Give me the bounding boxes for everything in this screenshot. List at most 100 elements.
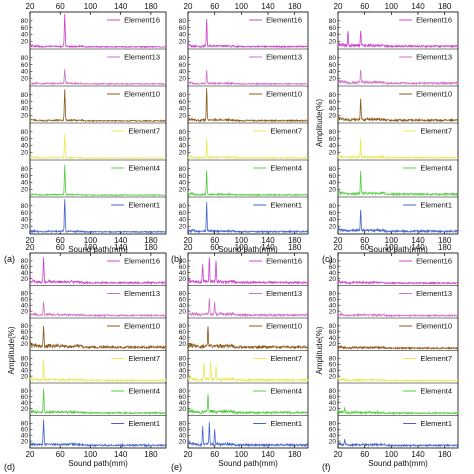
y-tick-label: 20 xyxy=(179,341,187,348)
y-tick-label: 20 xyxy=(21,438,29,445)
legend-label: Element13 xyxy=(266,53,302,62)
x-tick-label-top: 20 xyxy=(184,243,193,252)
y-tick-label: 20 xyxy=(21,276,29,283)
x-tick-label-bottom: 140 xyxy=(261,450,275,459)
y-tick-label: 80 xyxy=(179,55,187,62)
y-tick-label: 60 xyxy=(21,136,29,143)
y-tick-label: 60 xyxy=(179,394,187,401)
x-tick-label-bottom: 20 xyxy=(26,236,35,245)
legend-label: Element13 xyxy=(266,289,302,298)
y-tick-label: 80 xyxy=(179,129,187,136)
y-tick-label: 60 xyxy=(21,25,29,32)
x-tick-label-bottom: 100 xyxy=(235,450,249,459)
x-tick-label-top: 100 xyxy=(84,243,98,252)
legend-label: Element16 xyxy=(124,16,160,25)
y-tick-label: 80 xyxy=(329,203,337,210)
y-tick-label: 40 xyxy=(179,180,187,187)
x-tick-label-top: 20 xyxy=(184,2,193,11)
series-line xyxy=(187,361,309,383)
y-tick-label: 40 xyxy=(179,400,187,407)
y-tick-label: 60 xyxy=(179,173,187,180)
y-tick-label: 40 xyxy=(179,302,187,309)
y-tick-label: 60 xyxy=(329,210,337,217)
x-tick-label-top: 140 xyxy=(261,2,275,11)
series-line xyxy=(29,89,167,123)
x-tick-label-top: 60 xyxy=(360,243,369,252)
y-tick-label: 40 xyxy=(179,367,187,374)
legend-label: Element16 xyxy=(266,257,302,266)
y-tick-label: 20 xyxy=(179,276,187,283)
y-tick-label: 60 xyxy=(21,427,29,434)
y-tick-label: 20 xyxy=(179,406,187,413)
y-tick-label: 40 xyxy=(329,270,337,277)
y-tick-label: 60 xyxy=(179,136,187,143)
y-tick-label: 20 xyxy=(21,75,29,82)
series-line xyxy=(187,70,309,86)
y-tick-label: 20 xyxy=(179,149,187,156)
y-tick-label: 20 xyxy=(179,223,187,230)
series-line xyxy=(187,393,309,415)
y-tick-label: 80 xyxy=(329,166,337,173)
y-tick-label: 60 xyxy=(21,362,29,369)
series-line xyxy=(337,279,459,286)
legend-label: Element7 xyxy=(270,127,302,136)
y-tick-label: 40 xyxy=(329,217,337,224)
y-tick-label: 20 xyxy=(329,308,337,315)
y-tick-label: 60 xyxy=(21,173,29,180)
y-tick-label: 40 xyxy=(21,432,29,439)
legend-label: Element4 xyxy=(420,387,452,396)
y-tick-label: 80 xyxy=(329,92,337,99)
legend-label: Element1 xyxy=(420,201,452,210)
y-tick-label: 20 xyxy=(179,186,187,193)
legend-label: Element4 xyxy=(420,164,452,173)
series-line xyxy=(29,199,167,234)
series-line xyxy=(337,98,459,123)
x-tick-label-top: 100 xyxy=(235,243,249,252)
y-tick-label: 80 xyxy=(21,203,29,210)
legend-label: Element16 xyxy=(266,16,302,25)
y-tick-label: 20 xyxy=(329,186,337,193)
x-tick-label-top: 20 xyxy=(334,243,343,252)
y-tick-label: 80 xyxy=(329,129,337,136)
y-tick-label: 80 xyxy=(21,129,29,136)
series-line xyxy=(29,257,167,286)
x-tick-label-bottom: 140 xyxy=(114,236,128,245)
x-tick-label-bottom: 180 xyxy=(438,236,452,245)
series-line xyxy=(187,202,309,234)
panel-label: (f) xyxy=(322,462,331,472)
series-line xyxy=(29,359,167,383)
y-tick-label: 20 xyxy=(329,112,337,119)
y-tick-label: 80 xyxy=(329,323,337,330)
y-tick-label: 40 xyxy=(179,270,187,277)
x-tick-label-bottom: 180 xyxy=(438,450,452,459)
legend-label: Element7 xyxy=(270,354,302,363)
y-tick-label: 20 xyxy=(21,186,29,193)
y-tick-label: 60 xyxy=(179,297,187,304)
x-tick-label-top: 180 xyxy=(288,2,302,11)
x-tick-label-bottom: 20 xyxy=(184,450,193,459)
series-line xyxy=(187,170,309,197)
x-axis-label: Sound path(mm) xyxy=(218,245,278,254)
series-line xyxy=(29,13,167,49)
y-tick-label: 20 xyxy=(329,276,337,283)
y-tick-label: 40 xyxy=(179,335,187,342)
legend-label: Element13 xyxy=(416,289,452,298)
chart-panel-d: 20 20 60 60 100 100 140 140 180 180 Sound path(mm)… xyxy=(4,243,167,472)
x-tick-label-top: 140 xyxy=(411,243,425,252)
y-tick-label: 60 xyxy=(329,173,337,180)
y-tick-label: 60 xyxy=(21,394,29,401)
x-tick-label-top: 100 xyxy=(84,2,98,11)
x-tick-label-bottom: 100 xyxy=(84,450,98,459)
x-tick-label-top: 60 xyxy=(210,2,219,11)
y-tick-label: 60 xyxy=(21,264,29,271)
y-tick-label: 40 xyxy=(329,143,337,150)
